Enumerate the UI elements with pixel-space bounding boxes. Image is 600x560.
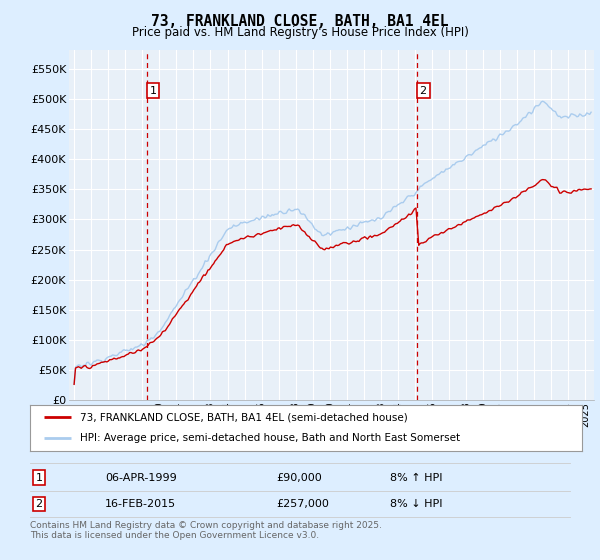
Text: £90,000: £90,000 [276, 473, 322, 483]
Text: Price paid vs. HM Land Registry's House Price Index (HPI): Price paid vs. HM Land Registry's House … [131, 26, 469, 39]
Text: 73, FRANKLAND CLOSE, BATH, BA1 4EL (semi-detached house): 73, FRANKLAND CLOSE, BATH, BA1 4EL (semi… [80, 412, 407, 422]
Text: Contains HM Land Registry data © Crown copyright and database right 2025.
This d: Contains HM Land Registry data © Crown c… [30, 521, 382, 540]
Text: 8% ↓ HPI: 8% ↓ HPI [390, 499, 443, 509]
Text: 16-FEB-2015: 16-FEB-2015 [105, 499, 176, 509]
Text: 2: 2 [35, 499, 43, 509]
Text: 2: 2 [419, 86, 427, 96]
Text: 1: 1 [35, 473, 43, 483]
Text: 06-APR-1999: 06-APR-1999 [105, 473, 177, 483]
Text: HPI: Average price, semi-detached house, Bath and North East Somerset: HPI: Average price, semi-detached house,… [80, 433, 460, 444]
Text: 1: 1 [149, 86, 157, 96]
Text: 8% ↑ HPI: 8% ↑ HPI [390, 473, 443, 483]
Text: 73, FRANKLAND CLOSE, BATH, BA1 4EL: 73, FRANKLAND CLOSE, BATH, BA1 4EL [151, 14, 449, 29]
Text: £257,000: £257,000 [276, 499, 329, 509]
